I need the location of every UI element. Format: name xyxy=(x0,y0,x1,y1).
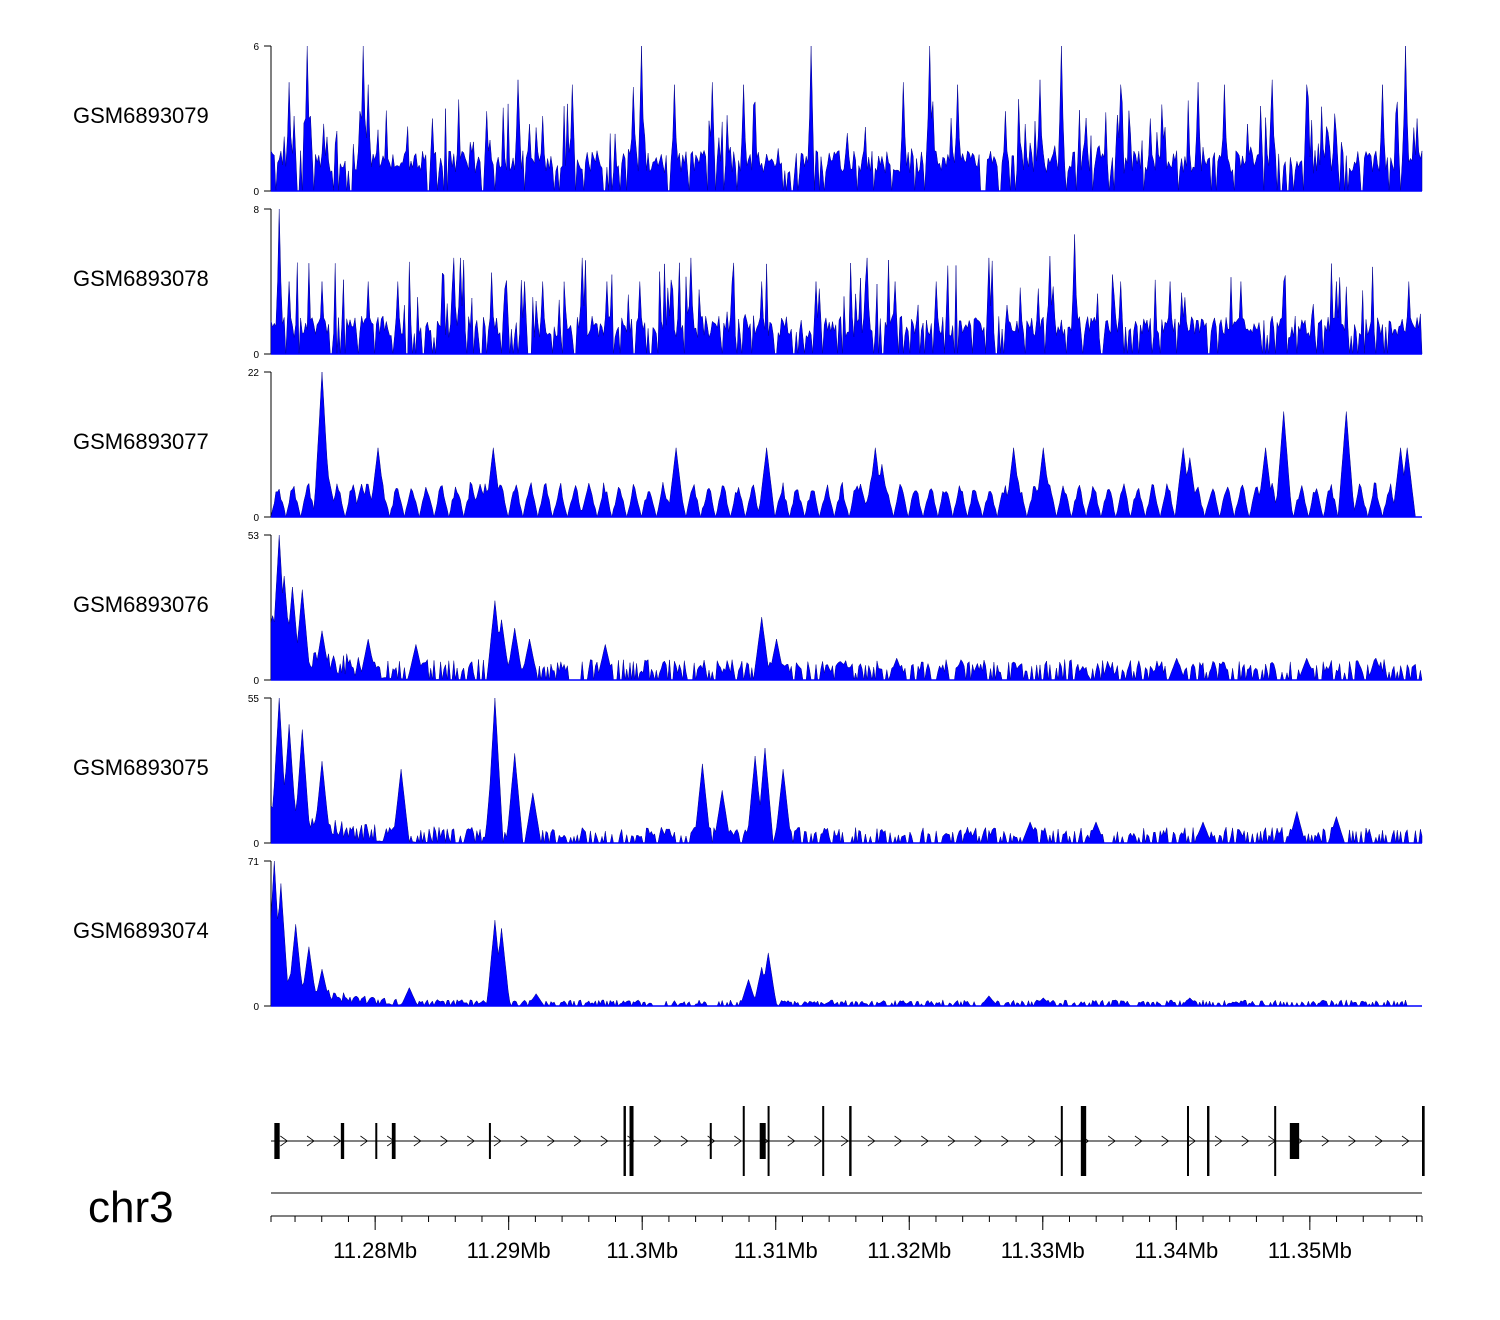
exon xyxy=(375,1123,378,1159)
strand-arrow xyxy=(867,1135,876,1147)
strand-arrow xyxy=(787,1135,796,1147)
strand-arrow xyxy=(306,1135,315,1147)
y-axis-max-label: 6 xyxy=(253,42,259,53)
y-axis-min-label: 0 xyxy=(253,839,259,850)
exon xyxy=(822,1106,825,1176)
y-axis-min-label: 0 xyxy=(253,187,259,198)
coverage-area xyxy=(270,860,1422,1007)
strand-arrow xyxy=(1188,1135,1197,1147)
exon xyxy=(1080,1106,1087,1176)
track-label: GSM6893078 xyxy=(73,266,209,291)
x-axis-tick-label: 11.28Mb xyxy=(333,1238,417,1263)
x-axis-tick-label: 11.34Mb xyxy=(1134,1238,1218,1263)
gene-model-track xyxy=(271,1106,1425,1176)
exon xyxy=(488,1123,491,1159)
exon xyxy=(742,1106,745,1176)
strand-arrow xyxy=(493,1135,502,1147)
coverage-area xyxy=(270,534,1423,681)
strand-arrow xyxy=(894,1135,903,1147)
strand-arrow xyxy=(814,1135,823,1147)
strand-arrow xyxy=(520,1135,529,1147)
strand-arrow xyxy=(360,1135,369,1147)
y-axis-max-label: 55 xyxy=(248,694,260,705)
y-axis-max-label: 71 xyxy=(248,857,260,868)
x-axis-tick-label: 11.29Mb xyxy=(467,1238,551,1263)
exon xyxy=(274,1123,280,1159)
exon xyxy=(629,1106,634,1176)
strand-arrow xyxy=(653,1135,662,1147)
strand-arrow xyxy=(1001,1135,1010,1147)
strand-arrow xyxy=(734,1135,743,1147)
exon xyxy=(340,1123,345,1159)
strand-arrow xyxy=(947,1135,956,1147)
chromosome-label: chr3 xyxy=(88,1183,174,1232)
strand-arrow xyxy=(1134,1135,1143,1147)
track-label: GSM6893074 xyxy=(73,918,209,943)
exon xyxy=(1060,1106,1063,1176)
track-GSM6893074: GSM6893074 71 0 xyxy=(73,857,1422,1013)
strand-arrow xyxy=(974,1135,983,1147)
y-axis-max-label: 8 xyxy=(253,205,259,216)
strand-arrow xyxy=(1027,1135,1036,1147)
exon xyxy=(1207,1106,1210,1176)
exon xyxy=(767,1106,770,1176)
strand-arrow xyxy=(440,1135,449,1147)
y-axis-min-label: 0 xyxy=(253,676,259,687)
track-GSM6893076: GSM6893076 53 0 xyxy=(73,531,1423,687)
coverage-area xyxy=(270,371,1422,518)
track-label: GSM6893079 xyxy=(73,103,209,128)
strand-arrow xyxy=(921,1135,929,1147)
exon xyxy=(709,1123,712,1159)
exon xyxy=(1274,1106,1277,1176)
exon xyxy=(623,1106,626,1176)
x-axis-tick-label: 11.32Mb xyxy=(867,1238,951,1263)
strand-arrow xyxy=(680,1135,689,1147)
strand-arrow xyxy=(600,1135,609,1147)
strand-arrow xyxy=(1348,1135,1357,1147)
exon xyxy=(1422,1106,1425,1176)
strand-arrow xyxy=(1375,1135,1383,1147)
exon xyxy=(1289,1123,1300,1159)
x-axis-tick-label: 11.31Mb xyxy=(734,1238,818,1263)
exon xyxy=(391,1123,396,1159)
strand-arrow xyxy=(1161,1135,1170,1147)
x-axis-tick-label: 11.3Mb xyxy=(606,1238,678,1263)
track-GSM6893079: GSM6893079 6 0 xyxy=(73,42,1423,198)
y-axis-min-label: 0 xyxy=(253,350,259,361)
track-label: GSM6893077 xyxy=(73,429,209,454)
track-label: GSM6893075 xyxy=(73,755,209,780)
track-GSM6893075: GSM6893075 55 0 xyxy=(73,694,1423,850)
y-axis-max-label: 22 xyxy=(248,368,260,379)
strand-arrow xyxy=(413,1135,422,1147)
strand-arrow xyxy=(573,1135,582,1147)
y-axis-max-label: 53 xyxy=(248,531,260,542)
y-axis-min-label: 0 xyxy=(253,513,259,524)
strand-arrow xyxy=(1321,1135,1330,1147)
exon xyxy=(759,1123,766,1159)
track-GSM6893077: GSM6893077 22 0 xyxy=(73,368,1422,524)
strand-arrow xyxy=(280,1135,289,1147)
strand-arrow xyxy=(1241,1135,1250,1147)
x-axis-tick-label: 11.35Mb xyxy=(1268,1238,1352,1263)
coverage-area xyxy=(270,208,1423,355)
track-label: GSM6893076 xyxy=(73,592,209,617)
strand-arrow xyxy=(547,1135,556,1147)
strand-arrow xyxy=(333,1135,342,1147)
coverage-area xyxy=(270,697,1423,844)
exon xyxy=(849,1106,852,1176)
strand-arrow xyxy=(1214,1135,1223,1147)
x-axis-tick-label: 11.33Mb xyxy=(1001,1238,1085,1263)
data-tracks: GSM689307960GSM689307880GSM6893077220GSM… xyxy=(73,42,1423,1013)
coverage-area xyxy=(270,45,1423,192)
track-GSM6893078: GSM6893078 8 0 xyxy=(73,205,1423,361)
strand-arrow xyxy=(1107,1135,1116,1147)
strand-arrow xyxy=(840,1135,849,1147)
strand-arrow xyxy=(1401,1135,1410,1147)
y-axis-min-label: 0 xyxy=(253,1002,259,1013)
strand-arrow xyxy=(467,1135,475,1147)
genome-axis: chr3 11.28Mb 11.29Mb 11.3Mb 11.31Mb 11.32Mb 1… xyxy=(88,1183,1423,1263)
exon xyxy=(1186,1106,1189,1176)
